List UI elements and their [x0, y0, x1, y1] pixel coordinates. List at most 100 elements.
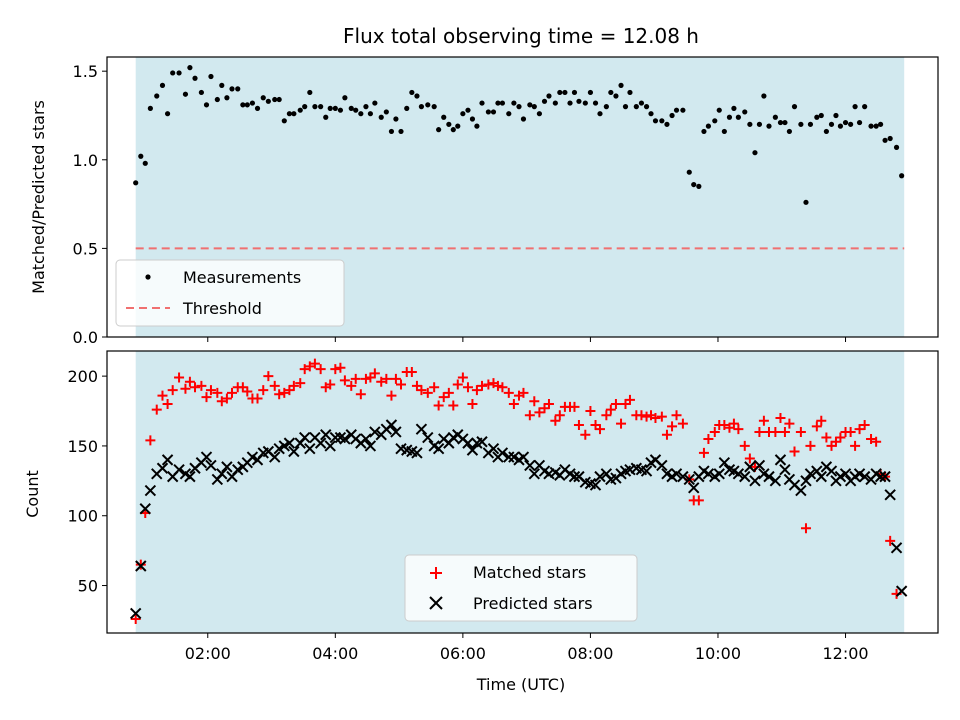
- predicted-star-point: [774, 454, 787, 466]
- matched-star-point: [667, 421, 678, 432]
- matched-star-point: [339, 375, 350, 386]
- measurement-point: [696, 183, 702, 189]
- top-legend-box: [115, 259, 345, 327]
- predicted-star-point: [670, 468, 683, 480]
- predicted-star-point: [390, 426, 402, 438]
- measurement-point: [441, 114, 447, 120]
- predicted-star-point: [298, 431, 311, 444]
- predicted-star-point: [129, 607, 142, 620]
- measurement-point: [465, 107, 471, 113]
- predicted-star-point: [528, 468, 541, 480]
- measurement-point: [229, 86, 235, 92]
- measurement-point: [138, 153, 144, 159]
- predicted-star-point: [161, 454, 174, 466]
- predicted-star-point: [589, 479, 602, 491]
- measurement-point: [705, 123, 712, 129]
- matched-star-point: [492, 380, 503, 391]
- matched-star-point: [157, 390, 168, 401]
- measurement-markers: [133, 65, 905, 205]
- top-legend: Measurements Threshold: [115, 259, 345, 327]
- measurement-point: [198, 89, 204, 96]
- matched-star-point: [167, 385, 178, 396]
- measurement-point: [312, 104, 318, 110]
- x-tick-label: 02:00: [185, 644, 231, 663]
- predicted-star-point: [524, 459, 536, 472]
- measurement-point: [562, 89, 568, 96]
- measurement-point: [418, 104, 425, 110]
- legend-matched-label: Matched stars: [473, 563, 586, 582]
- matched-star-point: [196, 380, 207, 391]
- matched-star-point: [422, 387, 433, 398]
- matched-star-point: [467, 399, 478, 410]
- predicted-star-point: [594, 470, 606, 483]
- matched-star-point: [728, 418, 739, 429]
- predicted-star-point: [288, 445, 300, 458]
- measurement-point: [823, 128, 829, 135]
- matched-star-point: [151, 404, 162, 415]
- matched-star-point: [205, 385, 216, 396]
- matched-star-point: [636, 410, 647, 421]
- measurement-point: [627, 89, 633, 96]
- measurement-point: [214, 96, 220, 103]
- measurement-point: [541, 98, 548, 104]
- measurement-point: [622, 104, 629, 110]
- predicted-star-point: [713, 468, 725, 480]
- matched-star-point: [295, 378, 306, 389]
- measurement-point: [388, 128, 395, 135]
- matched-star-point: [550, 415, 561, 426]
- measurement-point: [281, 118, 287, 124]
- matched-star-point: [227, 387, 238, 398]
- x-tick-label: 08:00: [567, 644, 613, 663]
- matched-star-point: [554, 410, 565, 421]
- matched-star-point: [835, 432, 846, 443]
- measurement-point: [752, 150, 758, 156]
- measurement-point: [431, 104, 437, 110]
- matched-star-point: [758, 415, 769, 426]
- measurement-point: [272, 96, 278, 103]
- matched-star-point: [263, 371, 274, 382]
- matched-star-point: [355, 389, 366, 400]
- matched-star-point: [661, 429, 672, 440]
- matched-star-point: [854, 424, 865, 435]
- measurement-point: [592, 100, 599, 106]
- measurement-point: [260, 95, 266, 101]
- predicted-star-point: [184, 470, 196, 483]
- matched-star-point: [429, 382, 440, 393]
- predicted-star-point: [364, 440, 377, 452]
- measurement-point: [414, 93, 420, 99]
- measurement-point: [378, 114, 384, 120]
- matched-star-point: [775, 413, 786, 424]
- bottom-y-ticks: 50 100 150 200: [67, 367, 107, 596]
- measurement-point: [798, 121, 804, 127]
- matched-star-point: [795, 426, 806, 437]
- matched-star-point: [866, 433, 877, 444]
- matched-star-point: [543, 399, 554, 410]
- legend-threshold-label: Threshold: [182, 299, 262, 318]
- predicted-star-point: [135, 560, 147, 572]
- predicted-star-point: [329, 431, 342, 444]
- measurement-point: [803, 199, 809, 205]
- matched-star-point: [325, 379, 336, 390]
- matched-star-point: [624, 394, 635, 405]
- predicted-star-point: [269, 451, 281, 463]
- measurement-point: [837, 123, 844, 129]
- measurement-point: [878, 121, 884, 127]
- measurement-point: [536, 111, 543, 117]
- measurement-point: [546, 93, 552, 99]
- measurement-point: [342, 95, 348, 101]
- predicted-star-point: [360, 433, 372, 445]
- measurement-point: [791, 104, 798, 110]
- matched-star-point: [315, 364, 326, 375]
- measurement-point: [761, 93, 767, 99]
- measurement-point: [552, 100, 558, 106]
- matched-star-point: [184, 376, 195, 387]
- measurement-point: [499, 100, 506, 106]
- predicted-star-point: [753, 459, 766, 472]
- matched-star-point: [709, 426, 720, 437]
- measurement-point: [176, 70, 182, 76]
- measurement-point: [187, 65, 193, 71]
- measurement-point: [455, 123, 461, 129]
- predicted-star-point: [677, 470, 689, 483]
- matched-star-point: [569, 401, 580, 412]
- chart-title: Flux total observing time = 12.08 h: [343, 24, 699, 48]
